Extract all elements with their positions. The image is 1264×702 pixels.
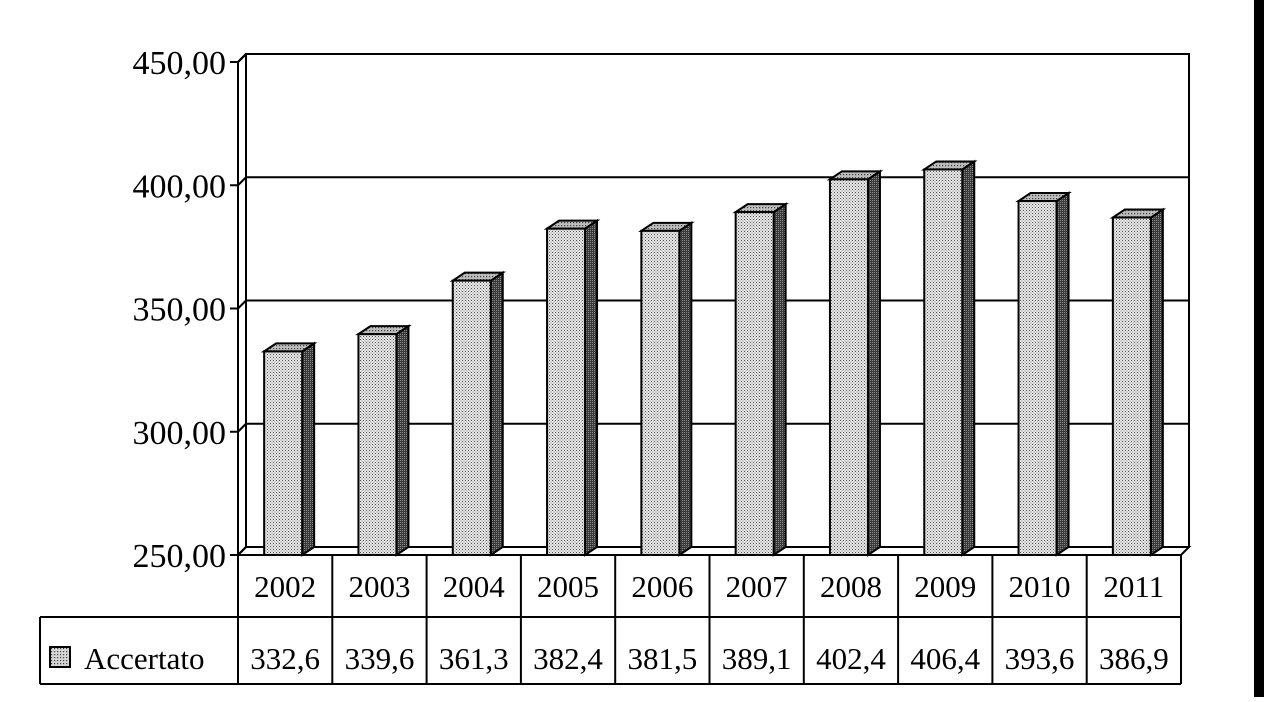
legend-swatch (49, 646, 71, 668)
bar-side (584, 218, 599, 557)
y-tick-depth (237, 546, 247, 556)
x-category-label: 2003 (348, 569, 410, 604)
bar-side (395, 324, 410, 557)
data-table-value: 339,6 (345, 641, 415, 676)
bars (260, 159, 1167, 557)
data-table-value: 382,4 (533, 641, 603, 676)
bar (449, 270, 507, 557)
bar-front (357, 333, 398, 556)
y-tick-label: 400,00 (133, 168, 227, 205)
bar-side (1055, 191, 1070, 557)
bar (920, 159, 978, 557)
data-table-value: 389,1 (722, 641, 792, 676)
bar-front (546, 227, 587, 556)
x-category-label: 2009 (914, 569, 976, 604)
legend-series-label: Accertato (84, 641, 204, 676)
bar-side (301, 341, 316, 557)
x-category-label: 2002 (254, 569, 316, 604)
bar-front (263, 350, 304, 556)
y-axis: 250,00 300,00 350,00 400,00 450,00 (133, 45, 247, 575)
data-table: 2002 332,6 2003 339,6 2004 361,3 2005 382,4 2006… (39, 554, 1182, 685)
data-table-value: 361,3 (439, 641, 509, 676)
bar (1109, 207, 1167, 557)
data-table-value: 406,4 (910, 641, 980, 676)
bar-side (1149, 207, 1164, 557)
bar (355, 324, 412, 557)
y-tick-label: 450,00 (133, 45, 227, 82)
bar (543, 218, 601, 557)
bar (260, 341, 318, 557)
bar (732, 202, 789, 557)
data-table-value: 402,4 (816, 641, 886, 676)
data-table-value: 393,6 (1005, 641, 1075, 676)
x-category-label: 2007 (726, 569, 788, 604)
page-edge (1254, 0, 1264, 697)
y-tick-label: 350,00 (133, 292, 227, 329)
bar (826, 169, 884, 557)
bar-front (451, 279, 492, 556)
bar-front (734, 211, 775, 556)
x-category-label: 2010 (1009, 569, 1071, 604)
data-table-value: 381,5 (627, 641, 697, 676)
bar-side (866, 169, 881, 557)
y-tick-depth (237, 53, 247, 63)
y-tick-label: 300,00 (133, 415, 227, 452)
bar-side (489, 270, 504, 557)
bar-front (640, 229, 681, 556)
data-table-value: 386,9 (1099, 641, 1169, 676)
x-category-label: 2006 (631, 569, 693, 604)
x-category-label: 2004 (443, 569, 506, 604)
bar-side (772, 202, 787, 557)
bar (638, 220, 695, 557)
y-tick-depth (237, 176, 247, 186)
x-category-label: 2005 (537, 569, 599, 604)
bar-front (828, 178, 869, 556)
x-category-label: 2008 (820, 569, 882, 604)
bar-side (678, 220, 693, 557)
x-category-label: 2011 (1103, 569, 1164, 604)
bar-front (923, 168, 964, 556)
data-table-value: 332,6 (250, 641, 320, 676)
bar (1015, 191, 1072, 557)
bar-front (1017, 200, 1058, 556)
y-tick-depth (237, 299, 247, 310)
bar-side (961, 159, 976, 557)
y-tick-depth (237, 423, 247, 433)
y-tick-label: 250,00 (133, 538, 227, 575)
bar-front (1111, 216, 1152, 556)
